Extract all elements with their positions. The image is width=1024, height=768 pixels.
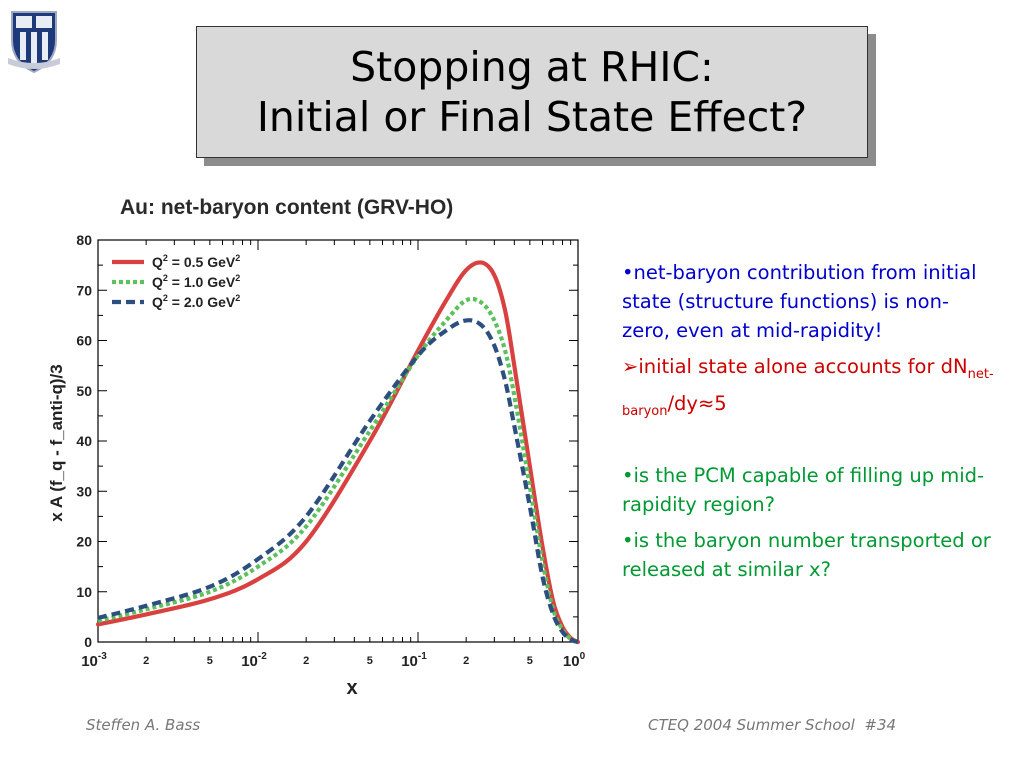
footer-author: Steffen A. Bass: [86, 716, 201, 734]
legend-entry-3: Q2 = 2.0 GeV2: [152, 293, 240, 310]
y-axis-label: x A (f_q - f_anti-q)/3: [47, 364, 66, 521]
bullet-4: •is the baryon number transported or rel…: [622, 528, 991, 581]
bullet-3: •is the PCM capable of filling up mid-ra…: [622, 463, 985, 516]
y-tick-label: 10: [76, 584, 92, 600]
series-line-1: [95, 260, 581, 645]
y-tick-label: 0: [84, 634, 92, 650]
y-tick-label: 30: [76, 483, 92, 499]
y-tick-label: 50: [76, 383, 92, 399]
x-minor-tick-label: 5: [527, 655, 533, 667]
x-major-tick-label: 100: [563, 651, 586, 670]
bullet-2: ➢initial state alone accounts for dNnet-…: [622, 352, 994, 426]
bullet-1: •net-baryon contribution from initial st…: [622, 261, 977, 342]
y-tick-label: 60: [76, 333, 92, 349]
y-tick-label: 40: [76, 433, 92, 449]
x-axis-label: x: [346, 677, 357, 699]
x-major-tick-label: 10-3: [81, 651, 107, 670]
x-minor-tick-label: 2: [143, 655, 149, 667]
y-tick-label: 70: [76, 282, 92, 298]
x-minor-tick-label: 2: [303, 655, 309, 667]
y-tick-label: 20: [76, 534, 92, 550]
footer-slide-number: CTEQ 2004 Summer School #34: [648, 716, 897, 734]
page-title-line1: Stopping at RHIC:: [350, 43, 714, 91]
series-line-2: [97, 296, 579, 644]
x-minor-tick-label: 5: [207, 655, 213, 667]
x-major-tick-label: 10-1: [401, 651, 427, 670]
bullet-2-text: initial state alone accounts for dN: [638, 355, 968, 378]
y-tick-label: 80: [76, 232, 92, 248]
bullet-2-subscript: net-baryon: [622, 366, 994, 419]
series-line-3: [97, 318, 579, 645]
x-minor-tick-label: 5: [367, 655, 373, 667]
x-minor-tick-label: 2: [463, 655, 469, 667]
duke-shield-logo: [8, 11, 60, 74]
arrow-bullet-icon: ➢: [622, 355, 639, 378]
chart-title: Au: net-baryon content (GRV-HO): [120, 196, 454, 219]
legend-entry-1: Q2 = 0.5 GeV2: [152, 253, 240, 270]
legend-entry-2: Q2 = 1.0 GeV2: [152, 273, 240, 290]
bullet-list: •net-baryon contribution from initial st…: [622, 258, 994, 591]
title-box: Stopping at RHIC: Initial or Final State…: [196, 26, 868, 158]
x-major-tick-label: 10-2: [241, 651, 267, 670]
bullet-2-tail: /dy≈5: [667, 391, 727, 415]
page-title-line2: Initial or Final State Effect?: [256, 93, 808, 141]
